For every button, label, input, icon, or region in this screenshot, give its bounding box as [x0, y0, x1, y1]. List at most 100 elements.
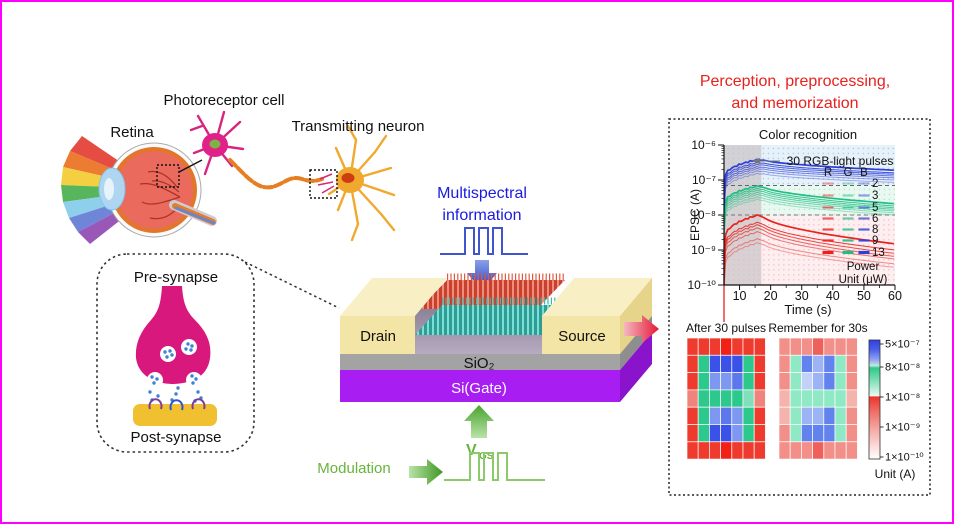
svg-text:5: 5: [872, 202, 878, 214]
vgs-subscript: GS: [479, 451, 494, 462]
synaptic-terminal-branches: [317, 173, 335, 194]
colorbar-ticks: 5×10⁻⁷ 8×10⁻⁸ 1×10⁻⁸ 1×10⁻⁹ 1×10⁻¹⁰: [880, 339, 924, 464]
svg-text:13: 13: [872, 247, 885, 259]
panel-title-line2: and memorization: [731, 95, 858, 112]
source-top: [542, 278, 652, 316]
gate-side: [620, 332, 652, 402]
svg-text:6: 6: [872, 213, 878, 225]
teal-nanowire-array: [415, 305, 572, 335]
svg-text:B: B: [860, 167, 868, 179]
vesicle: [181, 339, 197, 355]
photoreceptor-label: Photoreceptor cell: [164, 92, 285, 109]
eyeball-interior: [115, 151, 193, 229]
box-device-connector: [244, 261, 340, 309]
svg-text:5×10⁻⁷: 5×10⁻⁷: [885, 339, 920, 351]
svg-text:10: 10: [733, 289, 747, 303]
svg-text:20: 20: [764, 289, 778, 303]
svg-text:3: 3: [872, 190, 878, 202]
svg-text:9: 9: [872, 235, 878, 247]
photoreceptor-neuron: [189, 110, 324, 190]
gate-arrow-icon: [464, 405, 494, 438]
svg-text:1×10⁻¹⁰: 1×10⁻¹⁰: [885, 452, 924, 464]
axon-icon: [228, 158, 324, 190]
vgs-label: V: [466, 442, 477, 459]
neurotransmitter-dots: [148, 342, 203, 403]
synapse-illustration: Pre-synapse Post-synapse: [96, 253, 340, 453]
transmitting-neuron: [309, 124, 396, 242]
neuron-nucleus: [341, 173, 355, 183]
receptor-icons: [148, 398, 206, 411]
red-nanowire-array: [419, 280, 565, 309]
chart-threshold-lines: [724, 185, 895, 216]
svg-text:30: 30: [795, 289, 809, 303]
epsc-chart: Color recognition 10 20 30 40 50 6010⁻⁶10⁻⁷10…: [688, 127, 902, 322]
optic-nerve-icon: [169, 200, 217, 226]
panel-title-line1: Perception, preprocessing,: [700, 73, 890, 90]
svg-text:10⁻⁶: 10⁻⁶: [691, 138, 716, 152]
svg-text:R: R: [824, 167, 832, 179]
source-label: Source: [558, 328, 606, 345]
oxide-label: SiO₂: [464, 355, 495, 372]
svg-text:10⁻¹⁰: 10⁻¹⁰: [688, 278, 717, 292]
results-panel-box: [668, 118, 931, 496]
drain-label: Drain: [360, 328, 396, 345]
svg-text:1×10⁻⁹: 1×10⁻⁹: [885, 422, 920, 434]
drain-top: [340, 278, 447, 316]
gate-label: Si(Gate): [451, 380, 507, 397]
heatmap-right-title: Remember for 30s: [768, 321, 867, 335]
drain-electrode: [340, 316, 415, 354]
retina-zoom-box: [156, 164, 180, 188]
multispectral-label-line1: Multispectral: [437, 185, 527, 202]
svg-text:2: 2: [872, 178, 878, 190]
oxide-layer: [340, 354, 620, 370]
lens-highlight: [104, 178, 114, 200]
vesicle-release-site: [186, 372, 202, 388]
gate-pulse-waveform: [444, 452, 545, 481]
svg-text:60: 60: [888, 289, 902, 303]
svg-text:G: G: [844, 167, 853, 179]
modulation-label: Modulation: [317, 460, 390, 477]
presynaptic-terminal: [135, 286, 211, 384]
postsynapse-label: Post-synapse: [131, 429, 222, 446]
chart-ylabel: EPSC (A): [688, 189, 702, 241]
multispectral-label-line2: information: [442, 207, 521, 224]
synapse-zoom-box: [309, 169, 338, 199]
colorbar-unit-label: Unit (A): [875, 467, 916, 481]
legend-note-line2: Unit (μW): [839, 274, 888, 286]
svg-text:10⁻⁹: 10⁻⁹: [691, 243, 716, 257]
heatmap-after-pulses: [686, 337, 766, 460]
light-pulse-waveform: [440, 227, 528, 255]
memory-heatmaps: After 30 pulses Remember for 30s 5×10⁻⁷ 8…: [686, 321, 924, 481]
retina-vessels: [139, 170, 181, 220]
chart-axes: 10 20 30 40 50 60 10⁻⁶ 10⁻⁷ 10⁻⁸ 10⁻⁹ 10⁻¹⁰: [688, 138, 902, 303]
colorbar: [868, 339, 881, 460]
modulation-arrow-icon: [409, 459, 443, 485]
transmitting-neuron-label: Transmitting neuron: [292, 118, 425, 135]
svg-text:40: 40: [826, 289, 840, 303]
device-schematic: Multispectral information Drain Source S…: [317, 185, 659, 485]
annotation-arrow-icon: [752, 158, 760, 164]
vesicle: [160, 346, 176, 362]
svg-text:8×10⁻⁸: 8×10⁻⁸: [885, 362, 920, 374]
gate-layer: [340, 370, 620, 402]
zoom-connector-line: [178, 159, 203, 173]
neuron-dendrites: [327, 124, 396, 242]
photoreceptor-nucleus: [209, 139, 221, 149]
source-electrode: [542, 316, 620, 354]
svg-text:50: 50: [857, 289, 871, 303]
svg-text:8: 8: [872, 224, 878, 236]
vesicle-release-site: [147, 372, 163, 388]
output-arrow-icon: [624, 315, 659, 343]
chart-title: Color recognition: [759, 127, 857, 142]
chart-xlabel: Time (s): [784, 302, 831, 317]
svg-text:1×10⁻⁸: 1×10⁻⁸: [885, 392, 920, 404]
heatmap-remember: [778, 337, 858, 460]
svg-text:10⁻⁷: 10⁻⁷: [692, 173, 716, 187]
postsynaptic-membrane: [133, 404, 217, 426]
eye-illustration: [61, 136, 217, 244]
legend-note-line1: Power: [847, 261, 880, 273]
svg-text:10⁻⁸: 10⁻⁸: [691, 208, 716, 222]
